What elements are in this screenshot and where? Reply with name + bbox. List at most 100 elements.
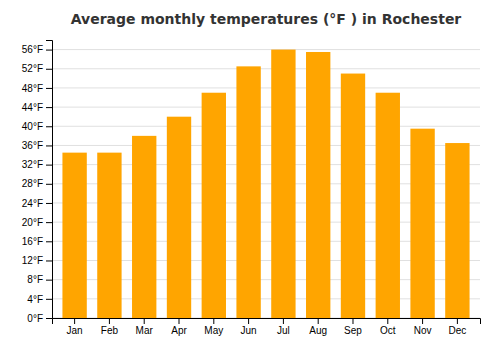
grid-line — [52, 49, 480, 50]
y-tick-label: 24°F — [22, 198, 43, 209]
x-tick-mark — [74, 318, 75, 324]
y-tick-mark — [46, 299, 52, 300]
y-tick: 56°F — [22, 44, 52, 55]
bar — [341, 74, 365, 318]
x-tick-label: Jun — [241, 325, 257, 336]
y-tick-mark — [46, 260, 52, 261]
y-tick-label: 40°F — [22, 121, 43, 132]
y-tick: 20°F — [22, 217, 52, 228]
y-tick-label: 4°F — [27, 294, 43, 305]
y-tick-mark — [46, 126, 52, 127]
y-tick-mark — [46, 107, 52, 108]
x-tick-label: Mar — [136, 325, 154, 336]
y-tick: 16°F — [22, 236, 52, 247]
x-tick: Nov — [414, 318, 432, 336]
grid-line — [52, 87, 480, 88]
bar — [306, 52, 330, 318]
x-axis: Jan Feb Mar Apr May Jun Jul Aug Sep Oct Nov Dec — [53, 318, 481, 336]
x-tick-mark — [387, 318, 388, 324]
y-tick-mark — [46, 222, 52, 223]
x-tick-mark — [318, 318, 319, 324]
x-tick: Jul — [277, 318, 290, 336]
y-tick: 4°F — [27, 294, 52, 305]
bar — [445, 143, 469, 318]
x-tick-label: Nov — [414, 325, 432, 336]
x-tick: Jun — [241, 318, 257, 336]
bar — [62, 153, 86, 318]
x-tick: Feb — [101, 318, 119, 336]
y-tick-mark — [46, 280, 52, 281]
x-tick: Mar — [136, 318, 154, 336]
x-tick-mark — [109, 318, 110, 324]
y-tick-label: 0°F — [27, 313, 43, 324]
x-tick-label: Jul — [277, 325, 290, 336]
y-tick-label: 44°F — [22, 102, 43, 113]
y-tick-mark — [46, 88, 52, 89]
y-tick: 44°F — [22, 102, 52, 113]
x-tick-label: May — [204, 325, 223, 336]
x-tick: Sep — [344, 318, 362, 336]
x-tick-label: Apr — [171, 325, 187, 336]
grid-line — [52, 68, 480, 69]
y-tick: 48°F — [22, 83, 52, 94]
y-axis-line — [46, 41, 53, 319]
y-tick-label: 20°F — [22, 217, 43, 228]
y-tick-mark — [46, 69, 52, 70]
bars — [62, 50, 469, 318]
x-tick-label: Sep — [344, 325, 362, 336]
x-tick-label: Feb — [101, 325, 119, 336]
bar — [376, 93, 400, 318]
chart: 0°F 4°F 8°F 12°F 16°F 20°F 24°F 28°F 32°F 36°F 40°… — [0, 0, 500, 350]
y-tick-label: 16°F — [22, 236, 43, 247]
bar — [410, 129, 434, 318]
y-tick: 12°F — [22, 255, 52, 266]
y-tick: 36°F — [22, 140, 52, 151]
x-tick: Aug — [309, 318, 327, 336]
x-tick: Jan — [67, 318, 83, 336]
x-tick-label: Aug — [309, 325, 327, 336]
y-tick: 0°F — [27, 313, 52, 324]
y-tick-label: 56°F — [22, 44, 43, 55]
x-tick-label: Oct — [380, 325, 396, 336]
x-axis-line — [53, 319, 481, 325]
bar — [132, 136, 156, 318]
x-tick-mark — [352, 318, 353, 324]
x-tick: Oct — [380, 318, 396, 336]
y-tick-mark — [46, 318, 52, 319]
x-tick-mark — [179, 318, 180, 324]
x-tick-mark — [283, 318, 284, 324]
y-tick: 24°F — [22, 198, 52, 209]
y-tick: 28°F — [22, 178, 52, 189]
x-tick-mark — [213, 318, 214, 324]
y-tick-mark — [46, 50, 52, 51]
grid-line — [52, 107, 480, 108]
y-tick-mark — [46, 184, 52, 185]
x-tick-label: Dec — [448, 325, 466, 336]
y-tick-label: 28°F — [22, 178, 43, 189]
y-tick: 8°F — [27, 274, 52, 285]
y-tick: 40°F — [22, 121, 52, 132]
x-tick: May — [204, 318, 223, 336]
x-tick-label: Jan — [67, 325, 83, 336]
x-tick: Dec — [448, 318, 466, 336]
title: Average monthly temperatures (°F ) in Ro… — [71, 11, 462, 27]
y-tick-label: 36°F — [22, 140, 43, 151]
y-tick-label: 48°F — [22, 83, 43, 94]
y-tick-label: 52°F — [22, 63, 43, 74]
y-tick-mark — [46, 203, 52, 204]
bar — [202, 93, 226, 318]
y-tick-mark — [46, 165, 52, 166]
y-tick-mark — [46, 241, 52, 242]
y-tick: 32°F — [22, 159, 52, 170]
y-axis: 0°F 4°F 8°F 12°F 16°F 20°F 24°F 28°F 32°F 36°F 40°… — [22, 41, 53, 324]
y-tick-label: 12°F — [22, 255, 43, 266]
grid — [52, 50, 480, 318]
y-tick-label: 8°F — [27, 274, 43, 285]
x-tick-mark — [457, 318, 458, 324]
y-tick-mark — [46, 145, 52, 146]
bar — [236, 66, 260, 318]
bar — [97, 153, 121, 318]
grid-line — [52, 126, 480, 127]
x-tick-mark — [422, 318, 423, 324]
x-tick-mark — [144, 318, 145, 324]
